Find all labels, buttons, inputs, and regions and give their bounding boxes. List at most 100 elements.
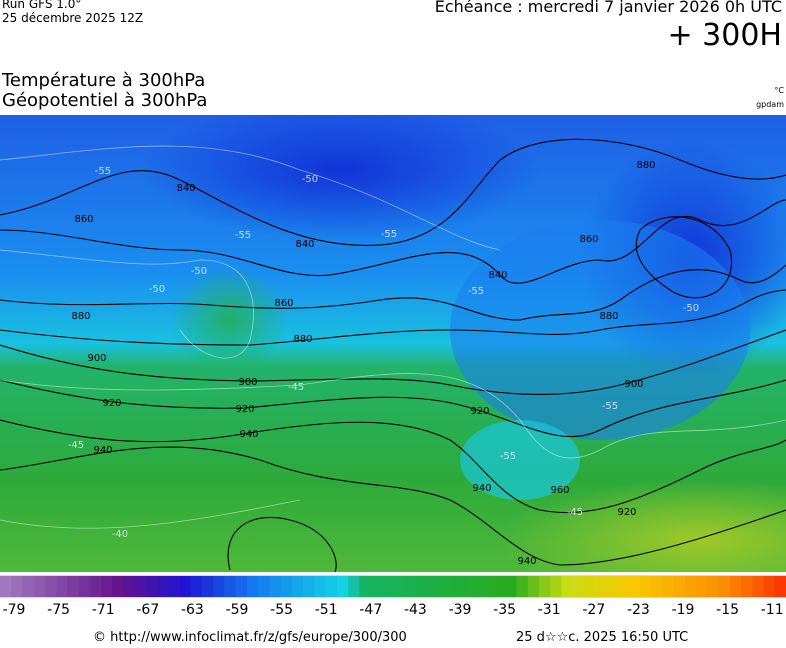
scale-tick-label: -75	[47, 602, 70, 618]
temperature-label: -40	[112, 529, 128, 540]
scale-swatch	[157, 576, 169, 597]
geopotential-label: 840	[488, 270, 507, 281]
valid-time: Echéance : mercredi 7 janvier 2026 0h UT…	[434, 0, 782, 16]
scale-swatch	[718, 576, 731, 597]
scale-tick-label: -19	[672, 602, 695, 618]
geopotential-label: 960	[550, 485, 569, 496]
geopotential-label: 920	[470, 406, 489, 417]
temperature-label: -50	[149, 284, 165, 295]
scale-tick-label: -79	[3, 602, 26, 618]
title-geopotential: Géopotentiel à 300hPa	[2, 90, 208, 111]
temperature-label: -55	[468, 286, 484, 297]
geopotential-label: 940	[93, 445, 112, 456]
unit-geopotential: gpdam	[756, 100, 784, 109]
scale-swatch	[774, 576, 786, 597]
geopotential-label: 860	[579, 234, 598, 245]
scale-swatch	[538, 576, 551, 597]
scale-swatch	[325, 576, 338, 597]
scale-swatch	[752, 576, 764, 597]
scale-swatch	[741, 576, 753, 597]
scale-swatch	[44, 576, 57, 597]
scale-swatch	[168, 576, 180, 597]
geopotential-label: 880	[293, 334, 312, 345]
scale-swatch	[269, 576, 282, 597]
scale-swatch	[516, 576, 529, 597]
scale-swatch	[280, 576, 293, 597]
scale-tick-label: -35	[493, 602, 516, 618]
scale-tick-label: -15	[716, 602, 739, 618]
scale-swatch	[190, 576, 203, 597]
scale-swatch	[471, 576, 484, 597]
temperature-label: -55	[381, 229, 397, 240]
scale-swatch	[235, 576, 248, 597]
scale-swatch	[145, 576, 158, 597]
scale-swatch	[112, 576, 124, 597]
scale-tick-label: -71	[92, 602, 115, 618]
scale-swatch	[67, 576, 79, 597]
scale-swatch	[0, 576, 12, 597]
scale-tick-label: -27	[582, 602, 605, 618]
geopotential-label: 900	[87, 353, 106, 364]
scale-swatch	[572, 576, 585, 597]
geopotential-label: 920	[617, 507, 636, 518]
scale-swatch	[381, 576, 394, 597]
scale-swatch	[224, 576, 237, 597]
scale-swatch	[291, 576, 304, 597]
scale-swatch	[359, 576, 371, 597]
geopotential-label: 860	[274, 298, 293, 309]
scale-swatch	[348, 576, 360, 597]
temperature-label: -50	[683, 303, 699, 314]
scale-swatch	[123, 576, 136, 597]
scale-swatch	[370, 576, 383, 597]
footer-url: © http://www.infoclimat.fr/z/gfs/europe/…	[93, 630, 407, 645]
scale-swatch	[561, 576, 573, 597]
scale-swatch	[336, 576, 349, 597]
scale-swatch	[696, 576, 708, 597]
scale-swatch	[437, 576, 450, 597]
geopotential-label: 900	[624, 379, 643, 390]
scale-swatch	[11, 576, 23, 597]
temperature-label: -55	[235, 230, 251, 241]
geopotential-label: 860	[74, 214, 93, 225]
run-label: Run GFS 1.0°	[2, 0, 82, 11]
forecast-step: + 300H	[667, 18, 783, 53]
scale-swatch	[393, 576, 405, 597]
scale-swatch	[460, 576, 472, 597]
scale-tick-label: -43	[404, 602, 427, 618]
scale-swatch	[404, 576, 416, 597]
temperature-label: -55	[95, 166, 111, 177]
unit-temperature: °C	[774, 86, 784, 95]
scale-swatch	[179, 576, 192, 597]
scale-swatch	[426, 576, 439, 597]
scale-swatch	[78, 576, 91, 597]
temperature-label: -50	[302, 174, 318, 185]
scale-tick-label: -55	[270, 602, 293, 618]
scale-tick-label: -63	[181, 602, 204, 618]
scale-swatch	[247, 576, 259, 597]
scale-swatch	[505, 576, 517, 597]
temperature-label: -55	[500, 451, 516, 462]
scale-tick-label: -51	[315, 602, 338, 618]
scale-swatch	[606, 576, 618, 597]
scale-swatch	[258, 576, 270, 597]
temperature-label: -45	[567, 507, 583, 518]
scale-swatch	[550, 576, 562, 597]
temperature-label: -45	[68, 440, 84, 451]
scale-swatch	[134, 576, 147, 597]
scale-tick-label: -23	[627, 602, 650, 618]
geopotential-label: 940	[239, 429, 258, 440]
scale-swatch	[617, 576, 630, 597]
scale-tick-label: -39	[449, 602, 472, 618]
geopotential-label: 880	[599, 311, 618, 322]
scale-swatch	[482, 576, 495, 597]
scale-tick-label: -59	[226, 602, 249, 618]
scale-swatch	[202, 576, 214, 597]
geopotential-label: 940	[472, 483, 491, 494]
scale-tick-label: -11	[761, 602, 784, 618]
scale-swatch	[303, 576, 315, 597]
geopotential-label: 920	[235, 404, 254, 415]
scale-tick-label: -47	[359, 602, 382, 618]
geopotential-label: 880	[71, 311, 90, 322]
scale-swatch	[763, 576, 776, 597]
